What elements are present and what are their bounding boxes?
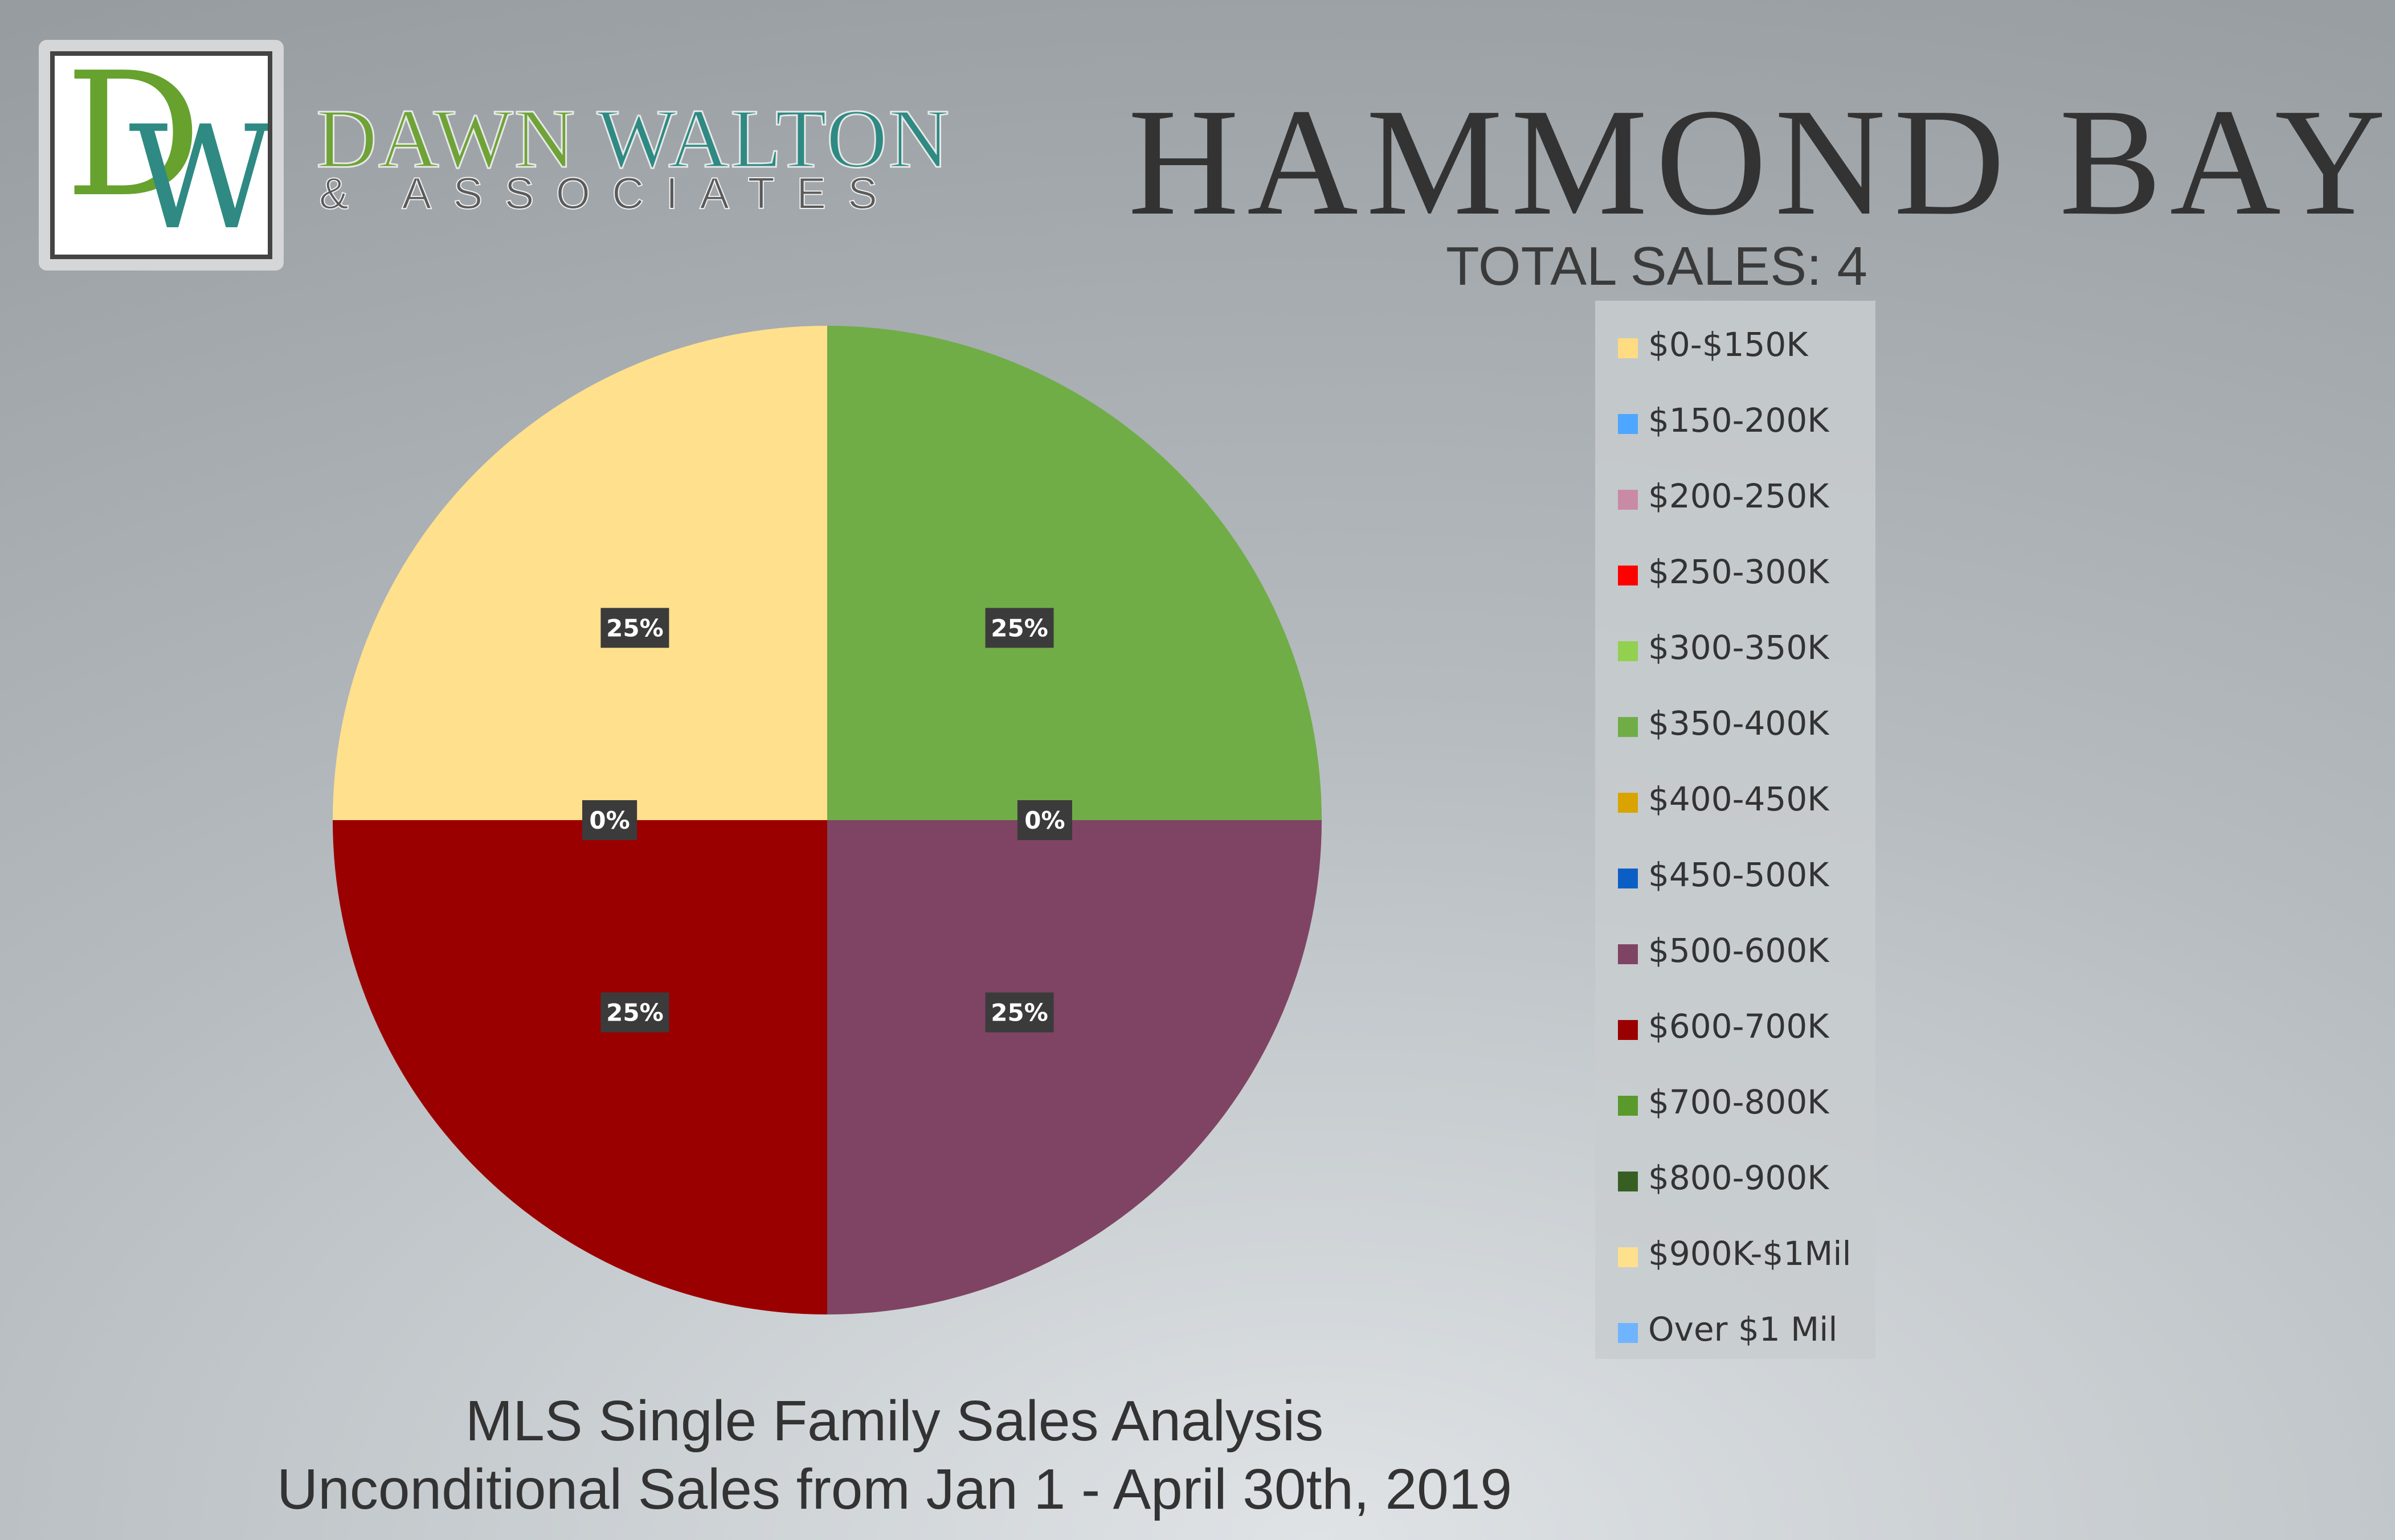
legend-swatch (1618, 566, 1638, 585)
brand-name-first: DAWN (315, 92, 577, 186)
legend-swatch (1618, 1323, 1638, 1343)
legend-swatch (1618, 338, 1638, 358)
data-label-350-400k: 25% (985, 608, 1054, 648)
legend-item-250-300k: $250-300K (1595, 544, 1875, 620)
data-label-400-450k: 0% (1017, 800, 1072, 840)
legend-label: Over $1 Mil (1648, 1310, 1838, 1349)
legend-label: $700-800K (1648, 1083, 1829, 1121)
legend-label: $900K-$1Mil (1648, 1234, 1852, 1273)
legend-label: $150-200K (1648, 401, 1829, 440)
legend-item-700-800k: $700-800K (1595, 1074, 1875, 1150)
logo-letter-w: W (129, 95, 272, 259)
legend-swatch (1618, 1020, 1638, 1040)
data-label-text: 0% (1024, 806, 1065, 834)
data-label-250-300k: 0% (582, 800, 637, 840)
legend-swatch (1618, 793, 1638, 813)
legend-label: $500-600K (1648, 931, 1829, 970)
legend-label: $300-350K (1648, 628, 1829, 667)
pie-slice-900k-1mil (333, 326, 827, 820)
chart-legend: $0-$150K $150-200K $200-250K $250-300K $300-… (1595, 301, 1875, 1359)
chart-title: HAMMOND BAY (1128, 77, 2394, 247)
legend-label: $0-$150K (1648, 325, 1808, 364)
legend-item-350-400k: $350-400K (1595, 695, 1875, 771)
legend-label: $450-500K (1648, 855, 1829, 894)
brand-logo: D W (39, 40, 284, 271)
legend-label: $400-450K (1648, 780, 1829, 818)
footer-title: MLS Single Family Sales Analysis (465, 1389, 1324, 1453)
data-label-box (985, 608, 1054, 648)
legend-swatch (1618, 717, 1638, 737)
legend-swatch (1618, 1247, 1638, 1267)
legend-item-500-600k: $500-600K (1595, 923, 1875, 998)
data-label-box (582, 800, 637, 840)
legend-item-400-450k: $400-450K (1595, 771, 1875, 847)
legend-swatch (1618, 1096, 1638, 1116)
logo-monogram: D W (50, 51, 272, 259)
data-label-900k-1mil: 25% (600, 608, 669, 648)
legend-swatch (1618, 490, 1638, 510)
legend-label: $250-300K (1648, 552, 1829, 591)
legend-item-900k-1mil: $900K-$1Mil (1595, 1226, 1875, 1301)
data-label-box (600, 992, 669, 1033)
data-label-text: 25% (991, 999, 1048, 1027)
legend-label: $600-700K (1648, 1007, 1829, 1046)
data-label-box (600, 608, 669, 648)
legend-swatch (1618, 1172, 1638, 1191)
legend-label: $800-900K (1648, 1158, 1829, 1197)
legend-swatch (1618, 641, 1638, 661)
legend-swatch (1618, 869, 1638, 888)
pie-slice-350-400k (827, 326, 1322, 820)
data-label-500-600k: 25% (985, 992, 1054, 1033)
brand-name: DAWN WALTON (315, 96, 950, 182)
pie-slice-500-600k (827, 820, 1322, 1314)
legend-item-800-900k: $800-900K (1595, 1150, 1875, 1226)
legend-item-150-200k: $150-200K (1595, 392, 1875, 468)
legend-swatch (1618, 414, 1638, 434)
logo-letter-d: D (65, 51, 202, 235)
legend-label: $200-250K (1648, 477, 1829, 515)
legend-label: $350-400K (1648, 704, 1829, 743)
legend-item-0-150k: $0-$150K (1595, 317, 1875, 392)
brand-name-last: WALTON (596, 92, 951, 186)
legend-item-600-700k: $600-700K (1595, 998, 1875, 1074)
chart-subtitle: TOTAL SALES: 4 (1446, 236, 1867, 297)
data-label-text: 0% (589, 806, 630, 834)
legend-swatch (1618, 944, 1638, 964)
data-label-text: 25% (606, 999, 664, 1027)
brand-tagline: & ASSOCIATES (318, 168, 900, 218)
pie-slice-600-700k (333, 820, 827, 1314)
data-label-box (985, 992, 1054, 1033)
legend-item-450-500k: $450-500K (1595, 847, 1875, 923)
legend-item-over-1-mil: Over $1 Mil (1595, 1301, 1875, 1377)
legend-item-300-350k: $300-350K (1595, 620, 1875, 695)
data-label-text: 25% (991, 614, 1048, 642)
data-label-text: 25% (606, 614, 664, 642)
legend-item-200-250k: $200-250K (1595, 468, 1875, 544)
data-label-box (1017, 800, 1072, 840)
data-label-600-700k: 25% (600, 992, 669, 1033)
footer-date-range: Unconditional Sales from Jan 1 - April 3… (277, 1457, 1512, 1521)
